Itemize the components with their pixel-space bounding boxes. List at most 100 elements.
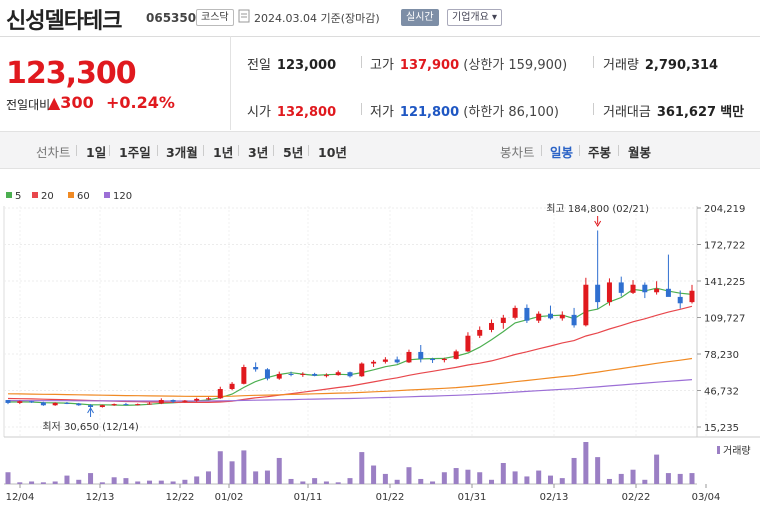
- candle-body: [394, 359, 400, 363]
- y-tick-label: 172,722: [704, 241, 745, 252]
- period-1y[interactable]: 1년: [213, 145, 234, 160]
- y-tick-label: 141,225: [704, 277, 745, 288]
- candle-body: [630, 284, 636, 293]
- volume-bar: [595, 457, 601, 484]
- candle-body: [217, 389, 223, 399]
- candle-body: [689, 290, 695, 303]
- volume-label: 거래량: [723, 445, 751, 457]
- volume-bar: [123, 478, 129, 484]
- x-tick-label: 01/31: [458, 492, 487, 503]
- volume-bar: [276, 457, 282, 484]
- candle-body: [40, 402, 46, 406]
- x-tick-label: 01/11: [294, 492, 323, 503]
- period-1w[interactable]: 1주일: [119, 145, 151, 160]
- period-3m[interactable]: 3개월: [166, 145, 198, 160]
- line-chart-label: 선차트: [36, 145, 71, 160]
- volume-bar: [500, 463, 506, 484]
- candle-body: [571, 314, 577, 326]
- volume-bar: [654, 454, 660, 484]
- candle-body: [264, 369, 270, 379]
- min-annotation: 최저 30,650 (12/14): [42, 421, 138, 433]
- candle-body: [88, 405, 94, 407]
- change-value: ▲300: [48, 93, 94, 112]
- candle-body: [111, 404, 117, 406]
- max-annotation: 최고 184,800 (02/21): [546, 203, 649, 215]
- candle-body: [135, 404, 141, 406]
- volume-bar: [76, 479, 82, 484]
- candle-body: [536, 313, 542, 321]
- candle-body: [512, 307, 518, 318]
- volume-bar: [17, 482, 23, 484]
- legend-swatch-20: [32, 192, 38, 198]
- period-10y[interactable]: 10년: [318, 145, 347, 160]
- candle-body: [677, 296, 683, 304]
- candle-body: [76, 403, 82, 406]
- realtime-button[interactable]: 실시간: [401, 9, 439, 26]
- candle-body: [595, 284, 601, 303]
- ma-line-60: [7, 357, 693, 397]
- volume-bar: [300, 481, 306, 484]
- stat-volume: 거래량 2,790,314: [603, 58, 719, 73]
- candle-body: [371, 361, 377, 364]
- volume-bar: [618, 473, 624, 484]
- candle-body: [524, 307, 530, 321]
- volume-bar: [677, 473, 683, 484]
- volume-bar: [406, 467, 412, 484]
- ma-line-120: [8, 379, 693, 402]
- volume-bar: [52, 481, 58, 484]
- price-chart: 5 20 60 120 204,219 172,722 141,225 109,727 78,…: [3, 191, 760, 503]
- volume-bar: [29, 481, 35, 484]
- x-tick-label: 12/22: [166, 492, 195, 503]
- stock-name: 신성델타테크: [6, 9, 122, 34]
- volume-bar: [536, 470, 542, 484]
- candle-body: [205, 398, 211, 400]
- x-tick-label: 01/22: [376, 492, 405, 503]
- current-price-box: 123,300 전일대비 ▲300 +0.24%: [0, 36, 230, 130]
- volume-legend-swatch: [717, 446, 720, 454]
- candle-daily[interactable]: 일봉: [550, 145, 574, 160]
- stock-header: 신성델타테크 065350 코스닥 2024.03.04 기준(장마감) 실시간…: [0, 0, 760, 37]
- volume-bar: [359, 452, 365, 484]
- candle-body: [170, 400, 176, 402]
- candle-body: [123, 404, 129, 406]
- x-tick-label: 02/22: [622, 492, 651, 503]
- period-5y[interactable]: 5년: [283, 145, 304, 160]
- volume-bar: [524, 476, 530, 484]
- candle-body: [559, 314, 565, 319]
- candle-body: [276, 373, 282, 379]
- current-price: 123,300: [6, 56, 137, 91]
- candle-weekly[interactable]: 주봉: [588, 145, 612, 160]
- candle-body: [359, 363, 365, 377]
- volume-bar: [217, 451, 223, 484]
- x-tick-label: 12/04: [6, 492, 35, 503]
- change-label: 전일대비: [6, 98, 51, 112]
- volume-bar: [40, 482, 46, 484]
- volume-bar: [229, 461, 235, 484]
- candle-body: [453, 351, 459, 359]
- base-date: 2024.03.04 기준(장마감): [254, 12, 380, 25]
- y-tick-label: 15,235: [704, 423, 739, 434]
- candle-monthly[interactable]: 월봉: [628, 145, 652, 160]
- volume-bar: [205, 471, 211, 484]
- volume-bar: [583, 442, 589, 484]
- x-tick-label: 02/13: [540, 492, 569, 503]
- candle-body: [665, 288, 671, 297]
- period-1d[interactable]: 1일: [86, 145, 107, 160]
- volume-bar: [182, 479, 188, 484]
- candle-body: [430, 358, 436, 361]
- candle-body: [17, 401, 23, 403]
- candle-body: [229, 383, 235, 390]
- company-info-dropdown[interactable]: 기업개요 ▾: [447, 9, 502, 26]
- volume-bar: [477, 472, 483, 484]
- change-percent: +0.24%: [106, 93, 175, 112]
- volume-bar: [194, 476, 200, 484]
- period-3y[interactable]: 3년: [248, 145, 269, 160]
- candle-body: [618, 282, 624, 293]
- volume-bar: [512, 471, 518, 484]
- legend-swatch-120: [104, 192, 110, 198]
- candle-body: [642, 284, 648, 293]
- candle-chart-label: 봉차트: [500, 145, 535, 160]
- legend-label-120: 120: [113, 191, 132, 202]
- candle-body: [441, 358, 447, 361]
- volume-bar: [241, 450, 247, 484]
